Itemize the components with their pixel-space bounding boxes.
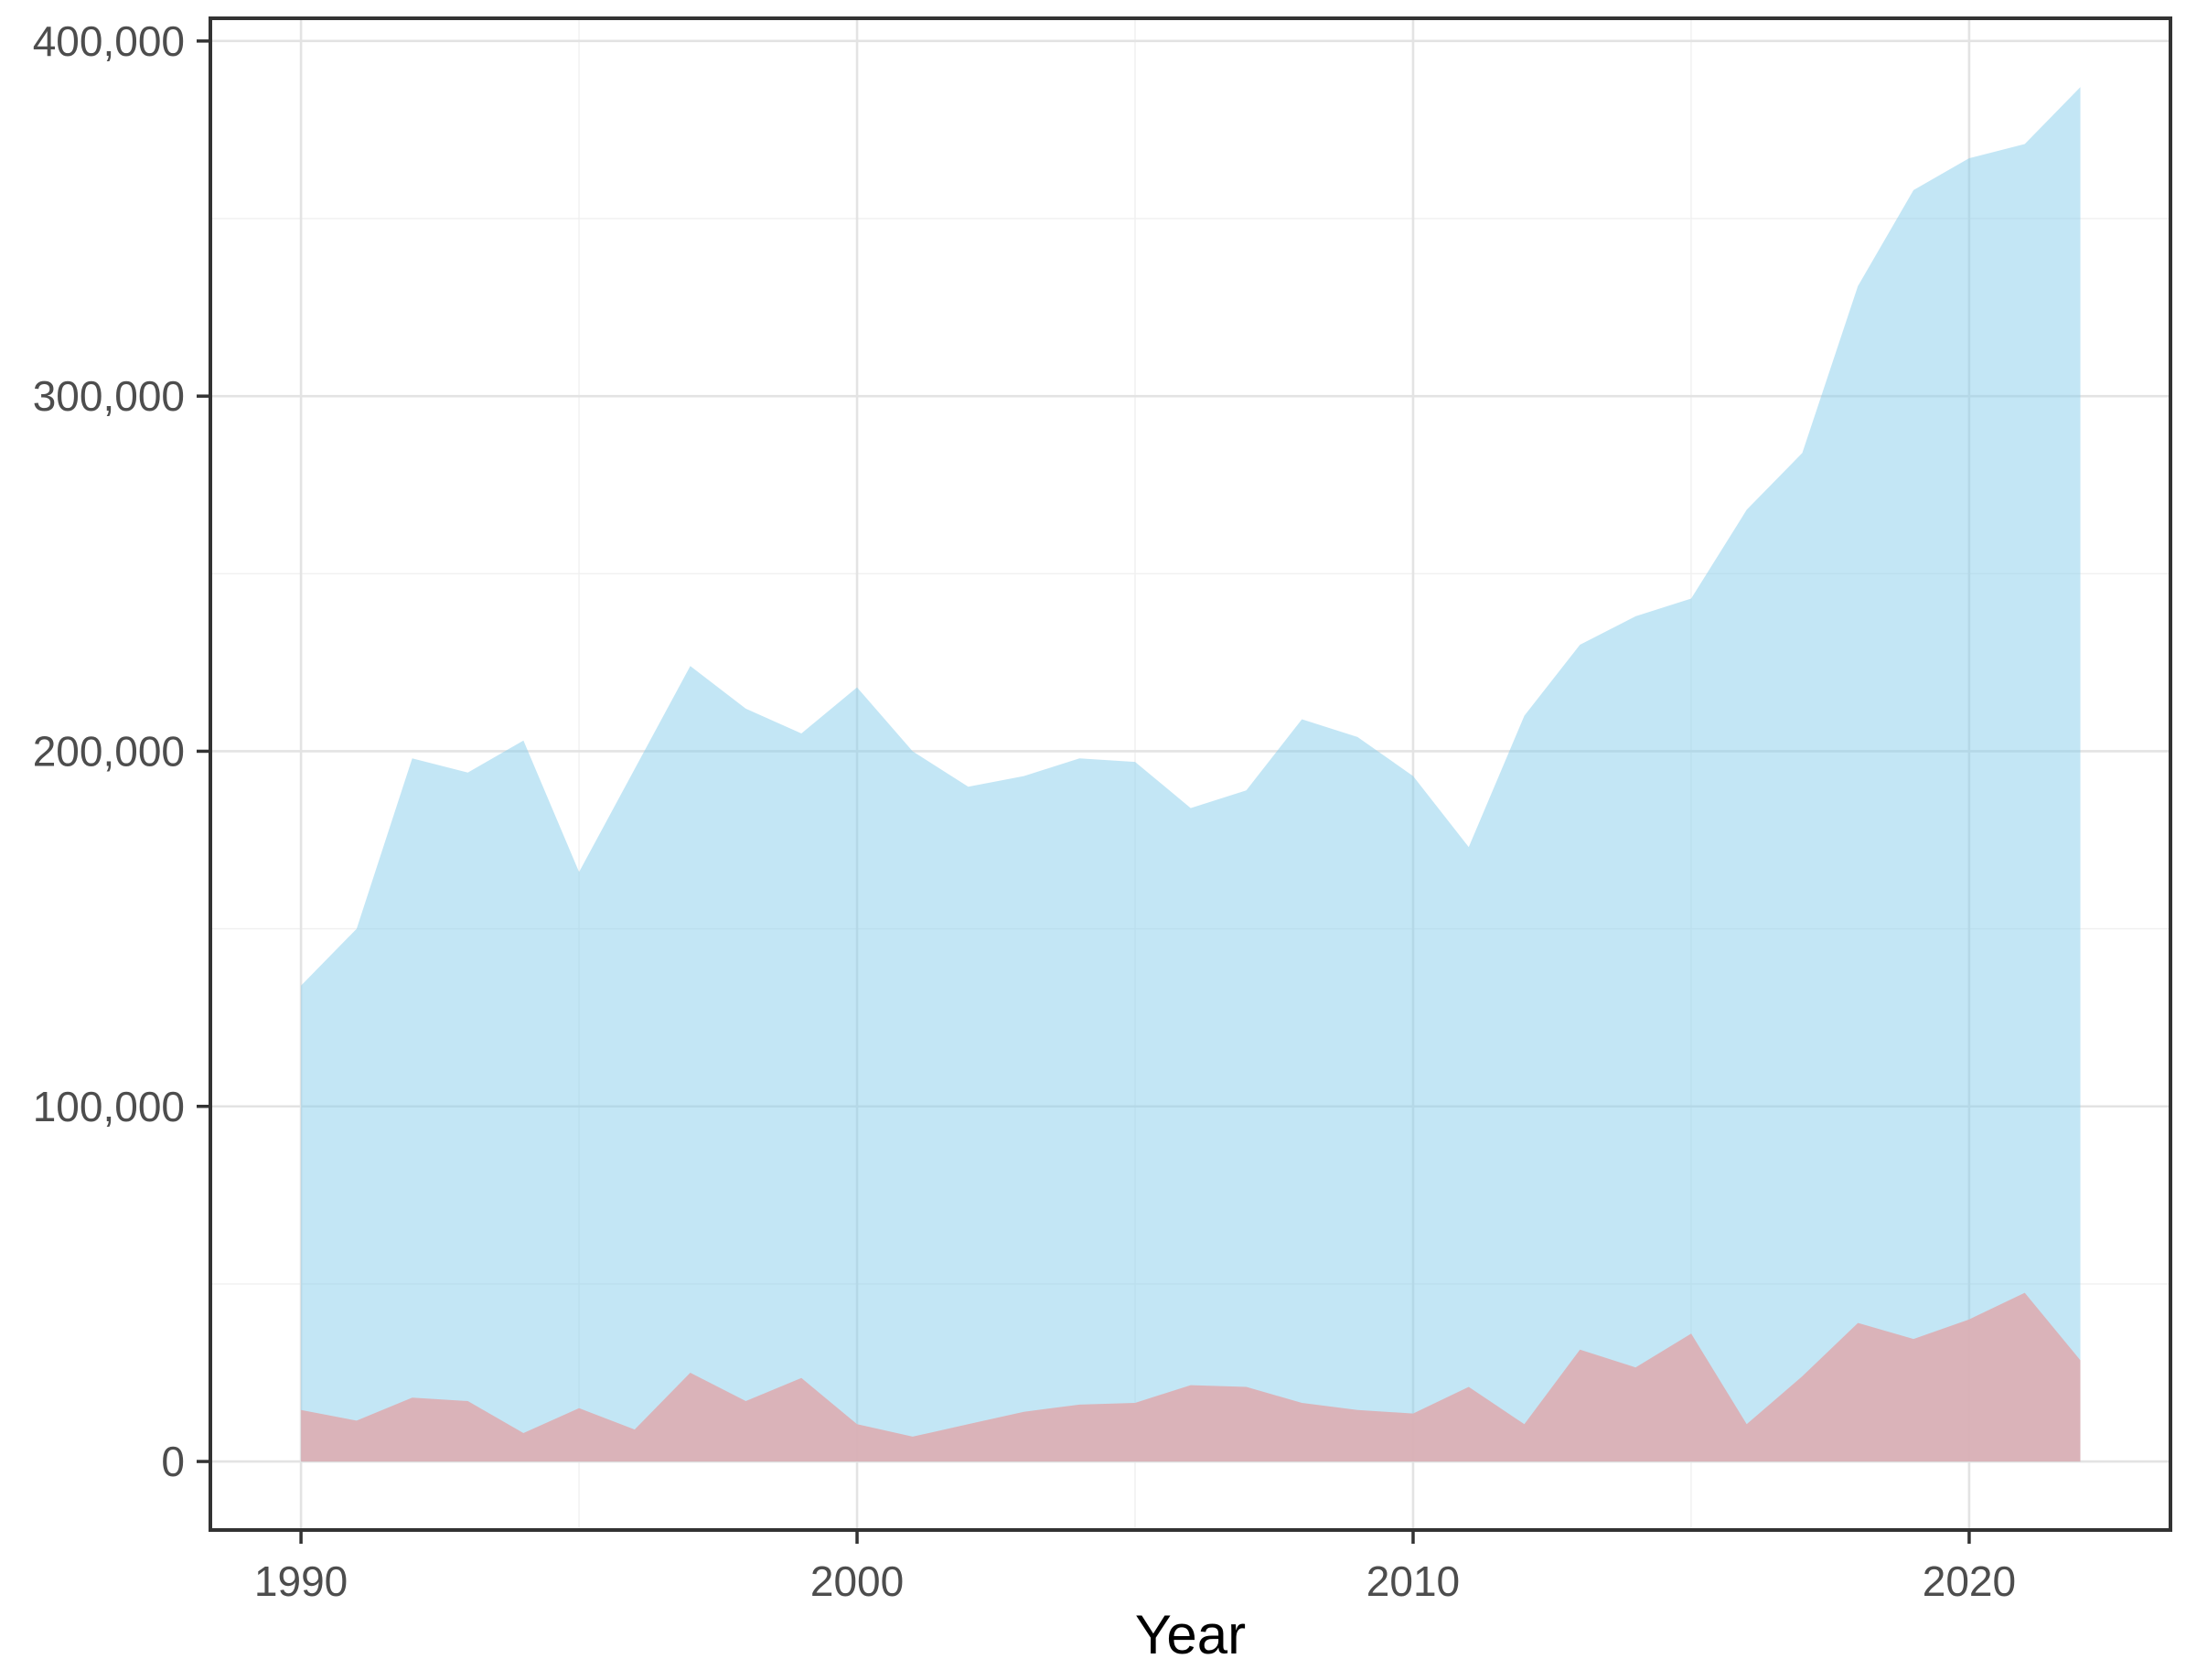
x-tick-label: 2010: [1366, 1557, 1460, 1605]
y-tick-label: 400,000: [33, 17, 185, 65]
y-tick-label: 300,000: [33, 372, 185, 420]
x-axis-title: Year: [1135, 1604, 1246, 1665]
y-tick-label: 0: [161, 1438, 185, 1485]
panel-border: [209, 16, 2172, 1532]
area-series-blue-total: [301, 87, 2081, 1462]
x-tick-label: 2000: [810, 1557, 904, 1605]
x-tick-label: 1990: [254, 1557, 348, 1605]
y-tick-label: 200,000: [33, 727, 185, 775]
y-tick-label: 100,000: [33, 1083, 185, 1130]
area-series-red-secondary: [301, 1292, 2081, 1462]
x-tick-label: 2020: [1923, 1557, 2016, 1605]
